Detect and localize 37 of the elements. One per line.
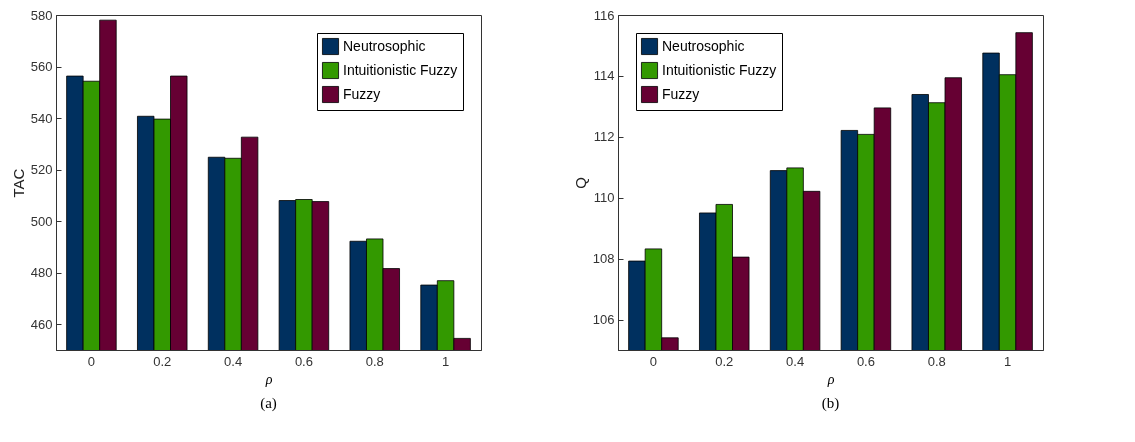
y-tick-label: 480 — [30, 265, 53, 281]
x-tick-label: 0 — [649, 353, 658, 369]
x-tick-label: 0.8 — [927, 353, 946, 369]
x-tick-label: 0.4 — [224, 353, 243, 369]
y-tick-label: 112 — [593, 129, 615, 145]
y-axis-title: TAC — [9, 168, 27, 198]
y-tick-label: 560 — [30, 59, 53, 75]
legend-label: Neutrosophic — [662, 37, 745, 54]
y-tick-label: 540 — [30, 110, 53, 126]
y-tick-label: 460 — [30, 316, 53, 332]
x-tick-label: 0.2 — [715, 353, 734, 369]
x-axis-title: ρ — [264, 371, 273, 387]
y-tick-label: 108 — [592, 251, 615, 267]
legend-label: Fuzzy — [662, 85, 700, 102]
legend-label: Fuzzy — [343, 85, 381, 102]
legend-label: Intuitionistic Fuzzy — [662, 61, 777, 78]
x-tick-label: 0.8 — [365, 353, 384, 369]
y-tick-label: 110 — [593, 190, 615, 206]
legend-label: Intuitionistic Fuzzy — [343, 61, 458, 78]
x-tick-label: 1 — [441, 353, 450, 369]
x-tick-label: 0.4 — [786, 353, 805, 369]
legend-label: Neutrosophic — [343, 37, 426, 54]
y-tick-label: 580 — [30, 7, 53, 23]
text: (b) — [821, 395, 840, 412]
y-axis-title: Q — [571, 177, 589, 189]
x-tick-label: 0.2 — [153, 353, 172, 369]
x-tick-label: 0.6 — [294, 353, 313, 369]
x-tick-label: 0 — [87, 353, 96, 369]
x-tick-label: 1 — [1003, 353, 1012, 369]
y-tick-label: 106 — [592, 312, 615, 328]
y-tick-label: 116 — [593, 7, 615, 23]
text: (a) — [260, 395, 277, 412]
x-tick-label: 0.6 — [856, 353, 875, 369]
y-tick-label: 500 — [30, 213, 53, 229]
x-axis-title: ρ — [826, 371, 835, 387]
y-tick-label: 520 — [30, 162, 53, 178]
y-tick-label: 114 — [593, 68, 615, 84]
